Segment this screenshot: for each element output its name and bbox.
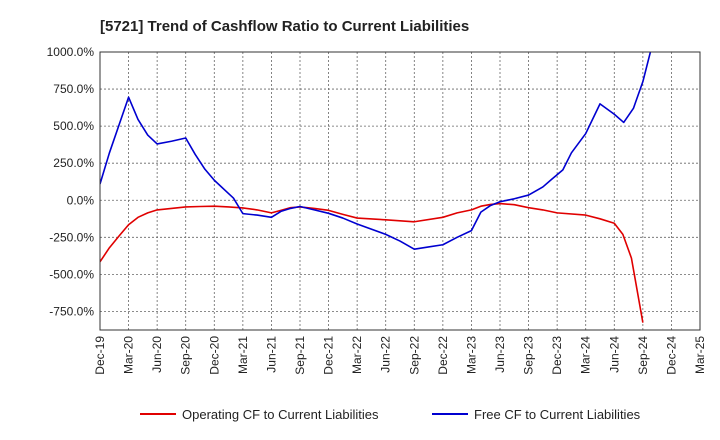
x-tick-label: Jun-20 <box>150 336 164 373</box>
x-tick-label: Dec-21 <box>322 336 336 375</box>
y-tick-label: 1000.0% <box>47 45 95 59</box>
chart-title: [5721] Trend of Cashflow Ratio to Curren… <box>100 18 469 35</box>
x-tick-label: Jun-23 <box>493 336 507 373</box>
series-line-1 <box>100 202 644 323</box>
y-tick-label: -500.0% <box>49 267 94 281</box>
x-tick-label: Jun-21 <box>264 336 278 373</box>
x-tick-label: Sep-22 <box>407 336 421 375</box>
y-tick-label: 750.0% <box>53 82 94 96</box>
x-tick-label: Jun-22 <box>379 336 393 373</box>
y-tick-label: -750.0% <box>49 304 94 318</box>
x-tick-label: Mar-20 <box>122 336 136 374</box>
grid-layer <box>99 51 701 330</box>
x-tick-label: Dec-24 <box>664 336 678 375</box>
y-tick-label: -250.0% <box>49 230 94 244</box>
plot-area <box>100 52 700 330</box>
x-tick-label: Mar-21 <box>236 336 250 374</box>
x-tick-label: Dec-20 <box>207 336 221 375</box>
x-tick-label: Mar-22 <box>350 336 364 374</box>
series-layer <box>100 52 652 323</box>
series-line-2 <box>100 52 652 250</box>
x-tick-label: Sep-20 <box>179 336 193 375</box>
plot-frame <box>99 51 701 331</box>
x-tick-label: Mar-24 <box>579 336 593 374</box>
x-tick-label: Mar-25 <box>693 336 707 374</box>
y-tick-label: 250.0% <box>53 156 94 170</box>
y-tick-label: 0.0% <box>67 193 95 207</box>
legend-label-1: Operating CF to Current Liabilities <box>182 407 379 422</box>
x-tick-label: Sep-21 <box>293 336 307 375</box>
x-tick-label: Dec-23 <box>550 336 564 375</box>
x-tick-label: Jun-24 <box>607 336 621 373</box>
x-tick-label: Dec-22 <box>436 336 450 375</box>
axis-layer: 1000.0% 750.0% 500.0% 250.0% 0.0% -250.0% -500… <box>47 45 707 375</box>
y-tick-label: 500.0% <box>53 119 94 133</box>
legend-label-2: Free CF to Current Liabilities <box>474 407 641 422</box>
x-tick-label: Dec-19 <box>93 336 107 375</box>
x-tick-label: Sep-24 <box>636 336 650 375</box>
x-tick-label: Mar-23 <box>464 336 478 374</box>
x-tick-label: Sep-23 <box>522 336 536 375</box>
legend: Operating CF to Current Liabilities Free … <box>140 407 641 422</box>
